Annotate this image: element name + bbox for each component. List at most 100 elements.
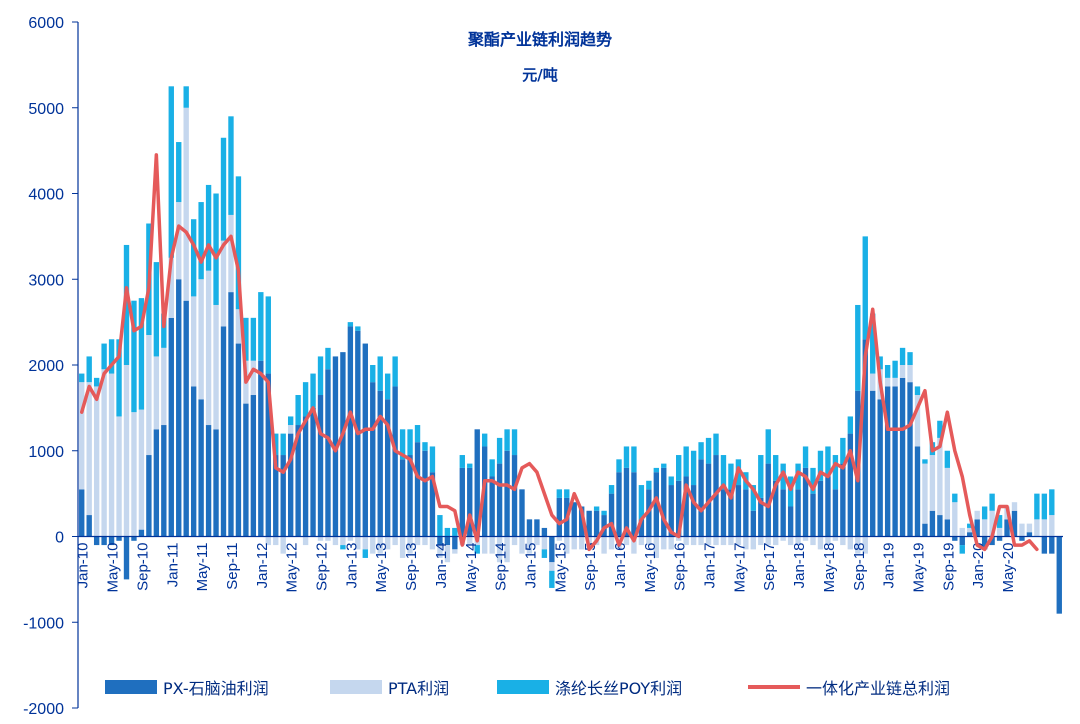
- bar-pta: [914, 395, 921, 447]
- bar-poy: [459, 455, 465, 468]
- bar-pta: [579, 536, 585, 550]
- bar-px: [93, 536, 100, 546]
- bar-px: [944, 519, 951, 537]
- bar-pta: [370, 536, 376, 554]
- bar-px: [870, 390, 876, 537]
- bar-pta: [519, 536, 525, 554]
- bar-poy: [489, 459, 495, 477]
- bar-poy: [377, 356, 383, 391]
- bar-px: [108, 536, 115, 546]
- y-tick-label: 2000: [28, 358, 64, 375]
- bar-poy: [183, 86, 189, 108]
- bar-px: [347, 326, 354, 537]
- bar-pta: [213, 304, 219, 430]
- bar-pta: [564, 536, 570, 554]
- bar-pta: [280, 536, 286, 554]
- bar-poy: [720, 455, 727, 490]
- bar-pta: [743, 536, 749, 550]
- bar-poy: [802, 446, 809, 468]
- bar-poy: [414, 425, 421, 443]
- bar-poy: [265, 296, 271, 374]
- bar-pta: [1019, 523, 1025, 537]
- x-tick-label: Sep-12: [314, 543, 331, 591]
- bar-px: [922, 523, 928, 537]
- bar-poy: [787, 476, 794, 507]
- bar-pta: [123, 365, 130, 537]
- bar-poy: [832, 455, 839, 490]
- bar-px: [1041, 536, 1048, 554]
- bar-poy: [608, 485, 615, 494]
- bar-px: [952, 536, 958, 541]
- x-tick-label: May-16: [642, 543, 659, 593]
- bar-pta: [989, 510, 995, 537]
- bar-poy: [981, 506, 988, 520]
- x-tick-label: Jan-17: [702, 543, 719, 589]
- bar-pta: [108, 373, 115, 537]
- bar-pta: [713, 536, 719, 546]
- bar-px: [504, 450, 510, 537]
- bar-pta: [758, 536, 764, 546]
- bar-poy: [444, 527, 451, 537]
- bar-pta: [773, 536, 779, 546]
- bar-px: [1056, 536, 1062, 614]
- x-tick-label: May-17: [731, 543, 748, 593]
- legend-item-px: PX-石脑油利润: [105, 677, 269, 698]
- bar-pta: [407, 536, 413, 554]
- bar-px: [362, 343, 368, 537]
- bar-px: [519, 489, 525, 537]
- bar-px: [153, 429, 160, 537]
- bar-poy: [870, 313, 876, 374]
- bar-px: [967, 532, 973, 537]
- bar-px: [489, 476, 495, 537]
- bar-pta: [825, 536, 831, 546]
- bar-px: [690, 485, 697, 537]
- bar-pta: [870, 373, 876, 391]
- bar-pta: [220, 240, 227, 327]
- bar-poy: [437, 515, 443, 537]
- bar-px: [511, 455, 518, 537]
- bar-px: [683, 476, 689, 537]
- bar-poy: [653, 467, 659, 473]
- bar-poy: [750, 485, 757, 511]
- bar-px: [728, 489, 734, 537]
- bar-px: [840, 463, 846, 537]
- bar-px: [780, 489, 786, 537]
- bar-pta: [787, 536, 794, 546]
- y-tick-label: 1000: [28, 444, 64, 461]
- bar-poy: [280, 433, 286, 456]
- bar-px: [123, 536, 130, 580]
- bar-px: [392, 386, 398, 537]
- bar-pta: [452, 549, 458, 554]
- x-tick-label: May-14: [463, 543, 480, 593]
- bar-poy: [728, 463, 734, 490]
- x-tick-label: May-19: [910, 543, 927, 593]
- bar-px: [437, 536, 443, 546]
- bar-px: [310, 407, 316, 537]
- bar-poy: [79, 373, 85, 383]
- bar-px: [556, 497, 562, 537]
- bar-px: [877, 399, 883, 537]
- bar-pta: [467, 536, 473, 546]
- bar-poy: [810, 467, 816, 494]
- bar-poy: [295, 395, 301, 426]
- bar-pta: [317, 536, 324, 541]
- bar-poy: [1041, 493, 1048, 520]
- bar-poy: [884, 365, 891, 378]
- bar-pta: [929, 455, 936, 511]
- bar-px: [638, 519, 645, 537]
- bar-px: [907, 382, 913, 537]
- bar-pta: [1011, 502, 1018, 511]
- bar-px: [287, 433, 294, 537]
- bar-poy: [93, 377, 100, 387]
- bar-px: [138, 529, 145, 537]
- bar-px: [280, 455, 286, 537]
- bar-pta: [653, 536, 659, 558]
- x-tick-label: Jan-10: [75, 543, 92, 589]
- chart-title: 聚酯产业链利润趋势: [467, 30, 612, 49]
- bar-pta: [526, 536, 533, 554]
- bar-poy: [623, 446, 630, 468]
- legend-label-total: 一体化产业链总利润: [806, 679, 951, 698]
- bar-px: [429, 472, 436, 537]
- bar-pta: [556, 536, 562, 541]
- bar-poy: [340, 545, 346, 550]
